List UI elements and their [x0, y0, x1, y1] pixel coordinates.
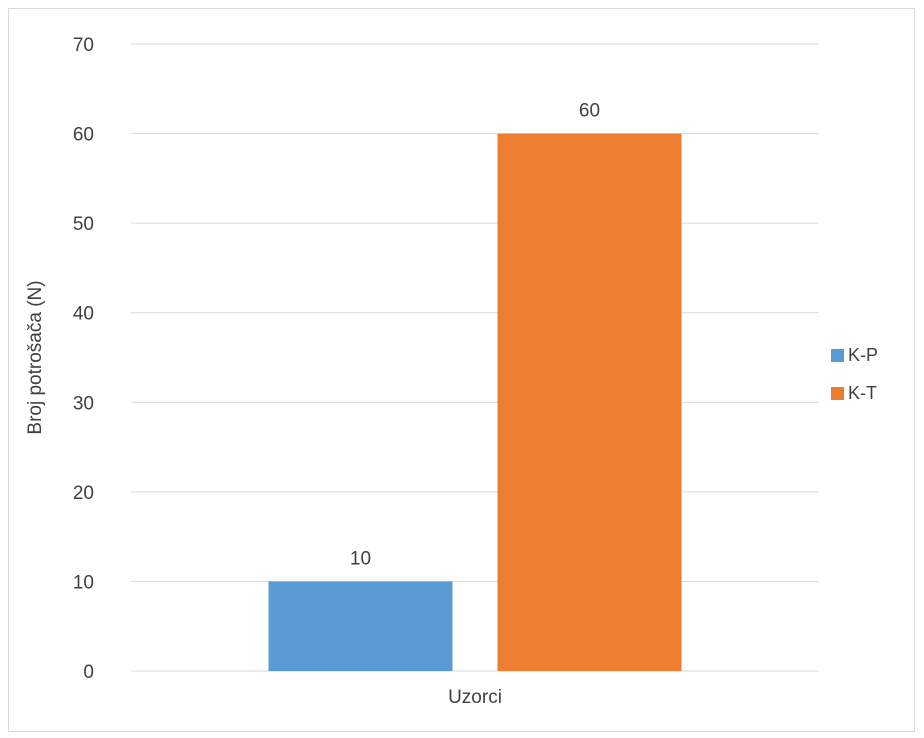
y-tick-label: 40	[73, 304, 94, 325]
chart-frame: 0 10 20 30 40 50 60 70 10 60 Uzorci Broj potroša…	[8, 8, 915, 732]
data-label-k-t: 60	[579, 101, 600, 122]
legend-label-k-t: K-T	[848, 383, 877, 403]
legend-label-k-p: K-P	[848, 345, 878, 365]
y-tick-labels: 0 10 20 30 40 50 60 70	[73, 35, 94, 683]
legend-swatch-k-t	[831, 387, 844, 400]
legend: K-P K-T	[831, 345, 878, 403]
y-tick-label: 10	[73, 572, 94, 593]
y-tick-label: 0	[83, 662, 94, 683]
x-category-label: Uzorci	[448, 687, 502, 708]
y-tick-label: 20	[73, 483, 94, 504]
gridlines	[131, 43, 819, 672]
bars	[268, 133, 682, 672]
bar-k-t	[497, 133, 682, 672]
y-tick-label: 70	[73, 35, 94, 56]
y-tick-label: 60	[73, 125, 94, 146]
y-tick-label: 50	[73, 214, 94, 235]
y-tick-label: 30	[73, 393, 94, 414]
bar-chart: 0 10 20 30 40 50 60 70 10 60 Uzorci Broj potroša…	[25, 35, 878, 708]
y-axis-label: Broj potrošača (N)	[25, 280, 46, 434]
legend-swatch-k-p	[831, 349, 844, 362]
bar-k-p	[268, 581, 453, 671]
data-label-k-p: 10	[350, 548, 371, 569]
data-labels: 10 60	[350, 101, 600, 570]
